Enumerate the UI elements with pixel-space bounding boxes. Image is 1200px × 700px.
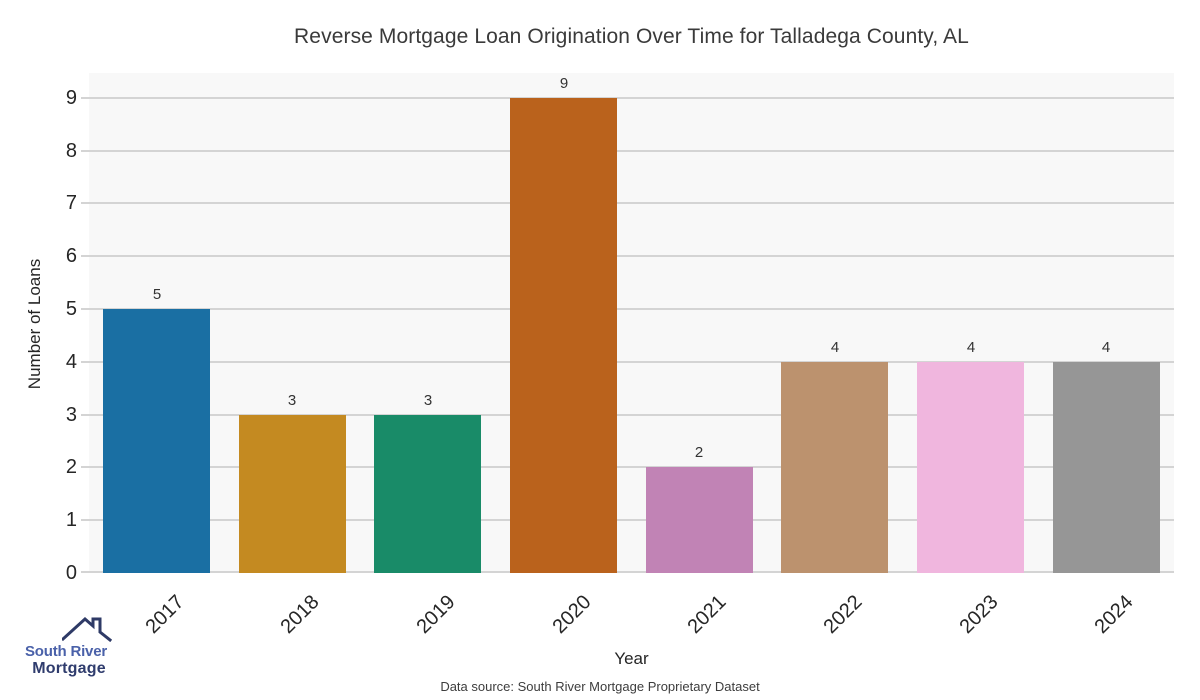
x-axis-label: Year — [614, 649, 649, 668]
xtick-label-2018: 2018 — [276, 591, 324, 639]
ytick-label-2: 2 — [65, 456, 77, 478]
xtick-label-2024: 2024 — [1090, 591, 1138, 639]
bar-value-2024: 4 — [1101, 339, 1111, 356]
bar-value-2023: 4 — [966, 339, 976, 356]
bar-2018 — [239, 415, 346, 573]
ytick-label-8: 8 — [65, 140, 77, 162]
gridline-y9 — [89, 97, 1174, 99]
xtick-label-2022: 2022 — [819, 591, 867, 639]
ytick-mark-3 — [81, 414, 89, 416]
ytick-mark-4 — [81, 361, 89, 363]
xtick-label-2019: 2019 — [412, 591, 460, 639]
ytick-label-6: 6 — [65, 245, 77, 267]
bar-value-2022: 4 — [830, 339, 840, 356]
gridline-y8 — [89, 150, 1174, 152]
bar-2021 — [646, 467, 753, 573]
ytick-label-3: 3 — [65, 404, 77, 426]
bar-value-2020: 9 — [559, 75, 569, 92]
chart-title: Reverse Mortgage Loan Origination Over T… — [294, 25, 969, 48]
gridline-y6 — [89, 255, 1174, 257]
bar-2017 — [103, 309, 210, 573]
gridline-y2 — [89, 466, 1174, 468]
ytick-label-7: 7 — [65, 192, 77, 214]
ytick-label-5: 5 — [65, 298, 77, 320]
ytick-mark-2 — [81, 466, 89, 468]
xtick-label-2021: 2021 — [683, 591, 731, 639]
bar-2022 — [781, 362, 888, 573]
plot-area: 5 3 3 9 2 4 4 4 — [81, 73, 1174, 573]
ytick-mark-8 — [81, 150, 89, 152]
bar-2023 — [917, 362, 1024, 573]
ytick-mark-5 — [81, 308, 89, 310]
ytick-mark-6 — [81, 255, 89, 257]
logo-line2: Mortgage — [32, 660, 106, 677]
logo: South River Mortgage — [16, 616, 116, 678]
gridline-y1 — [89, 519, 1174, 521]
bar-value-2021: 2 — [694, 444, 704, 461]
gridline-y0 — [89, 571, 1174, 573]
gridline-y4 — [89, 361, 1174, 363]
ytick-mark-7 — [81, 202, 89, 204]
bar-value-2018: 3 — [287, 392, 297, 409]
bar-2019 — [374, 415, 481, 573]
logo-line1: South River — [25, 643, 107, 660]
ytick-mark-0 — [81, 571, 89, 573]
footer-datasource: Data source: South River Mortgage Propri… — [440, 679, 760, 694]
xtick-label-2023: 2023 — [955, 591, 1003, 639]
bar-2020 — [510, 98, 617, 573]
house-roof-icon — [62, 616, 112, 642]
ytick-label-0: 0 — [65, 562, 77, 584]
ytick-label-4: 4 — [65, 351, 77, 373]
ytick-mark-9 — [81, 97, 89, 99]
gridline-y7 — [89, 202, 1174, 204]
ytick-mark-1 — [81, 519, 89, 521]
bar-2024 — [1053, 362, 1160, 573]
ytick-label-1: 1 — [65, 509, 77, 531]
bar-value-2017: 5 — [152, 286, 162, 303]
ytick-label-9: 9 — [65, 87, 77, 109]
xtick-label-2020: 2020 — [548, 591, 596, 639]
gridline-y5 — [89, 308, 1174, 310]
gridline-y3 — [89, 414, 1174, 416]
bar-value-2019: 3 — [423, 392, 433, 409]
